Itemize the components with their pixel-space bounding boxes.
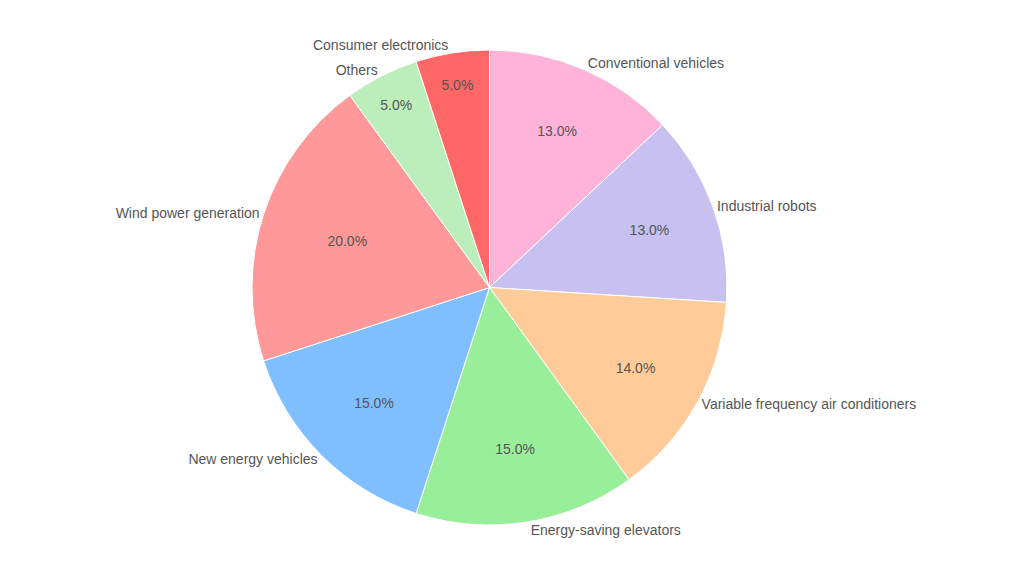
- svg-text:Wind power generation: Wind power generation: [116, 205, 260, 221]
- svg-text:Conventional vehicles: Conventional vehicles: [588, 55, 724, 71]
- svg-text:20.0%: 20.0%: [327, 233, 367, 249]
- svg-text:Industrial robots: Industrial robots: [717, 198, 817, 214]
- svg-text:Others: Others: [336, 62, 378, 78]
- svg-text:5.0%: 5.0%: [380, 97, 412, 113]
- svg-text:15.0%: 15.0%: [354, 395, 394, 411]
- svg-text:13.0%: 13.0%: [537, 123, 577, 139]
- svg-text:Variable frequency air conditi: Variable frequency air conditioners: [702, 396, 917, 412]
- svg-text:14.0%: 14.0%: [616, 360, 656, 376]
- svg-text:5.0%: 5.0%: [441, 77, 473, 93]
- svg-text:Energy-saving elevators: Energy-saving elevators: [531, 522, 681, 538]
- svg-text:New energy vehicles: New energy vehicles: [188, 451, 317, 467]
- svg-text:Consumer electronics: Consumer electronics: [313, 37, 448, 53]
- svg-text:13.0%: 13.0%: [630, 222, 670, 238]
- svg-text:15.0%: 15.0%: [495, 441, 535, 457]
